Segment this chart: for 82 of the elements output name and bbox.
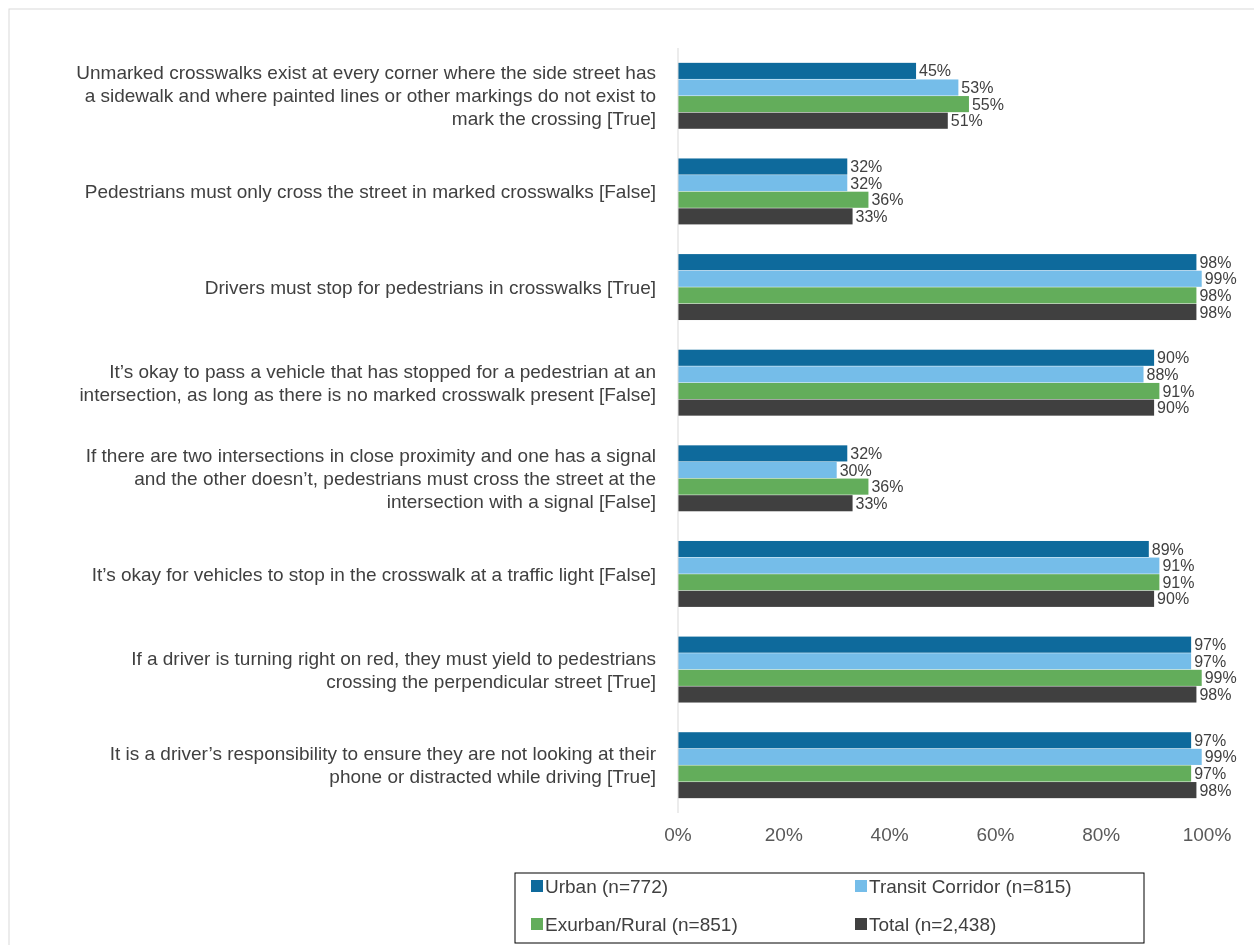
- bar: [678, 79, 959, 96]
- data-label: 33%: [855, 207, 888, 225]
- bar: [678, 782, 1197, 799]
- bar: [678, 191, 869, 208]
- data-label: 32%: [850, 174, 883, 192]
- data-label: 91%: [1162, 382, 1195, 400]
- bar: [678, 382, 1160, 400]
- bar: [678, 636, 1192, 653]
- data-label: 97%: [1194, 636, 1227, 654]
- bar: [678, 478, 869, 495]
- data-label: 98%: [1199, 686, 1232, 704]
- bar: [678, 158, 848, 175]
- data-label: 89%: [1151, 540, 1184, 558]
- legend-label: Urban (n=772): [545, 875, 669, 897]
- data-label: 98%: [1199, 303, 1232, 321]
- bar: [678, 254, 1197, 271]
- bar: [678, 574, 1160, 591]
- data-label: 33%: [855, 494, 888, 512]
- x-tick-label: 0%: [664, 823, 692, 845]
- bar: [678, 765, 1192, 782]
- bar: [678, 366, 1144, 383]
- data-label: 99%: [1204, 270, 1237, 288]
- y-tick-label: Pedestrians must only cross the street in marked crosswalks [False]: [84, 181, 656, 203]
- y-tick-label: It’s okay to pass a vehicle that has stopped for a pedestrian at an intersection, as long as there is no marked crosswalk present [False]: [79, 360, 656, 405]
- data-label: 98%: [1199, 286, 1232, 304]
- data-label: 98%: [1199, 781, 1232, 799]
- y-tick-label: Unmarked crosswalks exist at every corner where the side street has a sidewalk and where painted lines or other markings do not exist to mark the crossing [True]: [76, 62, 656, 130]
- bar: [678, 349, 1155, 366]
- bar: [678, 208, 853, 225]
- bar: [678, 399, 1155, 416]
- data-label: 53%: [961, 79, 994, 97]
- data-label: 30%: [839, 461, 872, 479]
- data-label: 51%: [950, 112, 983, 130]
- bar: [678, 175, 848, 192]
- data-label: 55%: [971, 95, 1004, 113]
- data-label: 32%: [850, 445, 883, 462]
- bar: [678, 686, 1197, 703]
- data-label: 36%: [871, 191, 904, 209]
- data-label: 36%: [871, 478, 904, 496]
- data-label: 88%: [1146, 365, 1179, 383]
- data-label: 99%: [1204, 748, 1237, 766]
- x-tick-label: 40%: [870, 823, 909, 845]
- y-tick-label: If there are two intersections in close proximity and one has a signal and the other doesn’t, pedestrians must cross the street at the intersection with a signal [False]: [85, 444, 656, 512]
- bar: [678, 732, 1192, 749]
- data-label: 98%: [1199, 253, 1232, 271]
- y-tick-label: If a driver is turning right on red, they must yield to pedestrians crossing the perpendicular street [True]: [131, 647, 656, 692]
- bar: [678, 461, 837, 479]
- data-label: 99%: [1204, 669, 1237, 687]
- bar: [678, 270, 1202, 287]
- bar: [678, 495, 853, 512]
- y-tick-label: It is a driver’s responsibility to ensure they are not looking at their phone or distracted while driving [True]: [109, 743, 657, 788]
- bar: [678, 287, 1197, 304]
- bar: [678, 669, 1202, 686]
- bar: [678, 590, 1155, 607]
- data-label: 97%: [1194, 652, 1227, 670]
- data-label: 91%: [1162, 557, 1195, 575]
- data-label: 97%: [1194, 731, 1227, 749]
- bar: [678, 540, 1149, 558]
- data-label: 90%: [1157, 349, 1190, 367]
- data-label: 97%: [1194, 765, 1227, 783]
- data-label: 91%: [1162, 573, 1195, 591]
- x-tick-label: 100%: [1182, 823, 1232, 845]
- data-label: 32%: [850, 158, 883, 176]
- bar: [678, 653, 1192, 670]
- data-label: 90%: [1157, 590, 1190, 608]
- y-tick-label: Drivers must stop for pedestrians in crosswalks [True]: [204, 276, 656, 298]
- legend-label: Total (n=2,438): [869, 913, 997, 935]
- legend-label: Exurban/Rural (n=851): [545, 913, 738, 935]
- bar: [678, 445, 848, 462]
- x-tick-label: 80%: [1082, 823, 1121, 845]
- bar: [678, 62, 917, 79]
- data-label: 90%: [1157, 399, 1190, 417]
- bar: [678, 748, 1202, 765]
- x-tick-label: 60%: [976, 823, 1015, 845]
- x-tick-label: 20%: [764, 823, 803, 845]
- bar: [678, 557, 1160, 574]
- bar: [678, 96, 969, 113]
- y-tick-label: It’s okay for vehicles to stop in the crosswalk at a traffic light [False]: [91, 563, 656, 585]
- data-label: 45%: [919, 62, 952, 80]
- bar: [678, 303, 1197, 321]
- legend-label: Transit Corridor (n=815): [869, 875, 1072, 897]
- bar: [678, 112, 948, 129]
